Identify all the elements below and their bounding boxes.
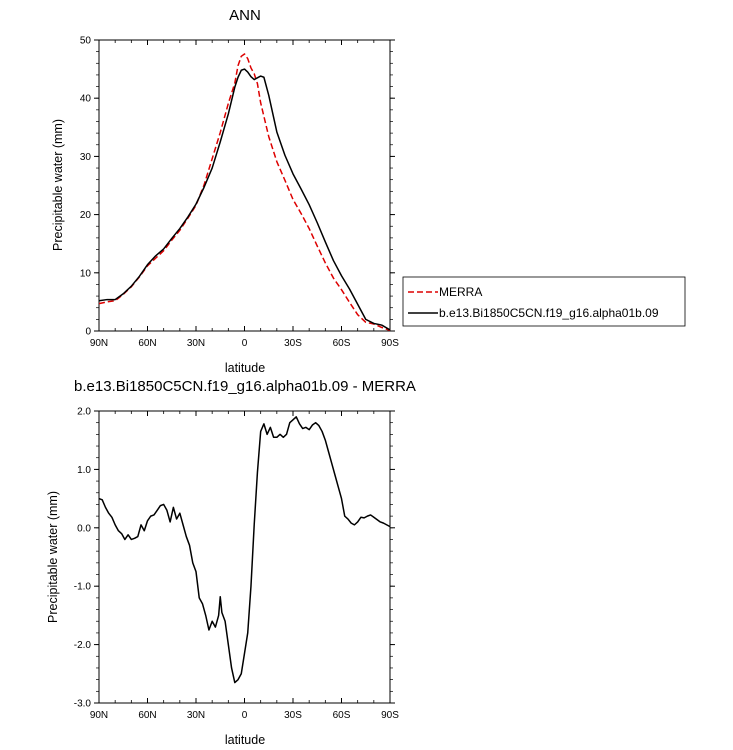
bottom-chart-title: b.e13.Bi1850C5CN.f19_g16.alpha01b.09 - M… (74, 378, 416, 395)
top-ytick-label: 30 (80, 152, 92, 163)
bottom-chart-ylabel: Precipitable water (mm) (46, 491, 60, 623)
top-series-line-0 (98, 53, 391, 332)
top-ytick-label: 50 (80, 36, 92, 47)
top-series-line-1 (98, 68, 391, 331)
top-xtick-label: 60N (138, 338, 156, 349)
top-chart-title: ANN (229, 7, 261, 24)
bottom-ytick-label: 2.0 (77, 407, 91, 418)
top-xtick-label: 90N (90, 338, 108, 349)
bottom-xtick-label: 60S (333, 710, 351, 721)
bottom-ytick-label: 0.0 (77, 523, 91, 534)
top-plot-frame (98, 39, 391, 332)
bottom-xtick-label: 60N (138, 710, 156, 721)
legend-box (402, 276, 686, 327)
top-ytick-label: 20 (80, 210, 92, 221)
bottom-ytick-label: -2.0 (74, 640, 92, 651)
bottom-ytick-label: -3.0 (74, 699, 92, 710)
bottom-ytick-label: -1.0 (74, 582, 92, 593)
top-xtick-label: 60S (333, 338, 351, 349)
bottom-chart-xlabel: latitude (225, 733, 265, 747)
bottom-xtick-label: 0 (242, 710, 248, 721)
bottom-xtick-label: 90N (90, 710, 108, 721)
bottom-xtick-label: 90S (381, 710, 399, 721)
top-ytick-label: 0 (85, 327, 91, 338)
legend: MERRA b.e13.Bi1850C5CN.f19_g16.alpha01b.… (402, 276, 686, 327)
top-ytick-label: 40 (80, 94, 92, 105)
legend-label-model: b.e13.Bi1850C5CN.f19_g16.alpha01b.09 (439, 306, 659, 320)
top-xtick-label: 30S (284, 338, 302, 349)
top-chart: ANN 90N 60N 30N 0 30S 60S 90S 0 10 20 30 40 50 latit… (51, 7, 399, 375)
bottom-plot-frame (98, 410, 391, 704)
top-chart-xlabel: latitude (225, 361, 265, 375)
legend-label-merra: MERRA (439, 285, 482, 299)
bottom-xtick-label: 30N (187, 710, 205, 721)
top-xtick-label: 0 (242, 338, 248, 349)
top-xtick-label: 30N (187, 338, 205, 349)
bottom-xtick-label: 30S (284, 710, 302, 721)
top-xtick-label: 90S (381, 338, 399, 349)
bottom-chart: b.e13.Bi1850C5CN.f19_g16.alpha01b.09 - M… (46, 378, 416, 747)
bottom-ytick-label: 1.0 (77, 465, 91, 476)
top-ytick-label: 10 (80, 268, 92, 279)
top-chart-ylabel: Precipitable water (mm) (51, 119, 65, 251)
bottom-series-line-0 (98, 416, 391, 684)
